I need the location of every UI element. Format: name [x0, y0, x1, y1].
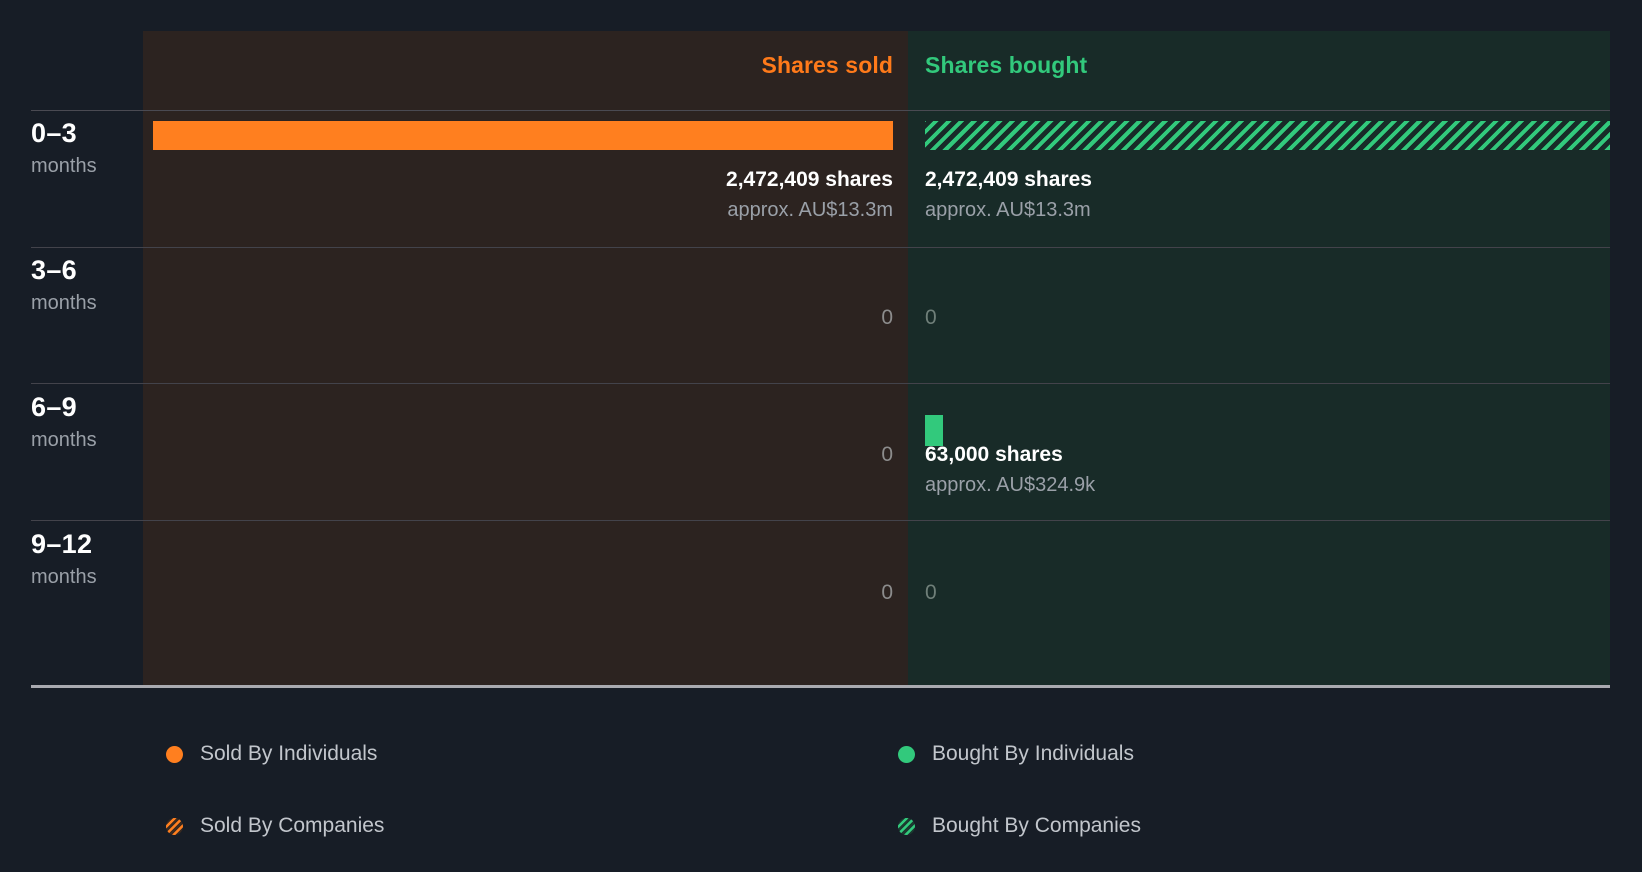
row-label-9-12-months: 9–12 months — [31, 529, 136, 590]
value-sold-6-9-months: 0 — [881, 442, 893, 467]
legend-item-bought-by-companies: Bought By Companies — [898, 814, 1141, 838]
row-range: 9–12 — [31, 529, 93, 559]
legend-swatch-hatch-icon — [166, 817, 183, 835]
legend-label: Sold By Companies — [200, 814, 385, 837]
shares-sold-header: Shares sold — [761, 52, 893, 78]
shares-bought-header: Shares bought — [925, 52, 1088, 78]
legend-swatch-solid-icon — [898, 745, 915, 763]
row-separator-1 — [31, 247, 1610, 248]
legend-item-sold-by-companies: Sold By Companies — [166, 814, 384, 838]
legend-swatch-solid-icon — [166, 745, 183, 763]
value-sold-3-6-months: 0 — [881, 305, 893, 330]
row-separator-3 — [31, 520, 1610, 521]
axis-line-bottom — [31, 685, 1610, 688]
row-label-0-3-months: 0–3 months — [31, 118, 136, 179]
value-amount: 0 — [881, 306, 893, 329]
row-label-3-6-months: 3–6 months — [31, 255, 136, 316]
value-amount: 63,000 shares — [925, 443, 1063, 466]
row-range: 6–9 — [31, 392, 77, 422]
legend-label: Sold By Individuals — [200, 742, 378, 765]
value-approx: approx. AU$13.3m — [925, 199, 1091, 221]
row-unit: months — [31, 292, 97, 314]
value-bought-3-6-months: 0 — [925, 305, 937, 330]
value-amount: 2,472,409 shares — [925, 168, 1092, 191]
legend-swatch-hatch-icon — [898, 817, 915, 835]
value-bought-6-9-months: 63,000 shares approx. AU$324.9k — [925, 442, 1095, 498]
row-separator-top — [31, 110, 1610, 111]
legend-item-bought-by-individuals: Bought By Individuals — [898, 742, 1134, 766]
value-sold-9-12-months: 0 — [881, 580, 893, 605]
value-approx: approx. AU$324.9k — [925, 474, 1096, 496]
value-approx: approx. AU$13.3m — [727, 199, 893, 221]
row-separator-2 — [31, 383, 1610, 384]
row-unit: months — [31, 566, 97, 588]
row-range: 3–6 — [31, 255, 77, 285]
row-range: 0–3 — [31, 118, 77, 148]
value-amount: 0 — [881, 443, 893, 466]
legend-label: Bought By Individuals — [932, 742, 1134, 765]
value-amount: 2,472,409 shares — [726, 168, 893, 191]
legend-item-sold-by-individuals: Sold By Individuals — [166, 742, 377, 766]
row-unit: months — [31, 155, 97, 177]
bar-bought-0-3-months — [925, 121, 1610, 150]
legend-label: Bought By Companies — [932, 814, 1141, 837]
bar-bought-6-9-months — [925, 415, 943, 446]
value-sold-0-3-months: 2,472,409 shares approx. AU$13.3m — [726, 167, 893, 223]
row-unit: months — [31, 429, 97, 451]
value-bought-0-3-months: 2,472,409 shares approx. AU$13.3m — [925, 167, 1092, 223]
value-bought-9-12-months: 0 — [925, 580, 937, 605]
value-amount: 0 — [925, 306, 937, 329]
row-label-6-9-months: 6–9 months — [31, 392, 136, 453]
value-amount: 0 — [925, 581, 937, 604]
value-amount: 0 — [881, 581, 893, 604]
bar-sold-0-3-months — [153, 121, 893, 150]
